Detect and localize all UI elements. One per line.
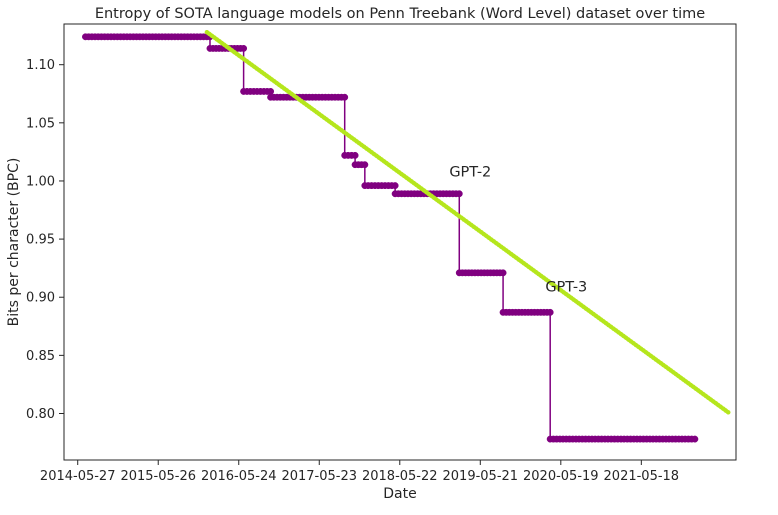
x-tick-label: 2014-05-27: [40, 469, 116, 484]
x-axis-label: Date: [383, 486, 416, 502]
x-tick-label: 2019-05-21: [443, 469, 519, 484]
bpc-point: [455, 190, 463, 198]
y-tick-label: 0.85: [26, 349, 55, 364]
bpc-point: [341, 93, 349, 101]
x-tick-label: 2020-05-19: [523, 469, 599, 484]
bpc-point: [546, 308, 554, 316]
plot-frame: [63, 23, 737, 461]
y-tick-label: 0.90: [26, 291, 55, 306]
y-tick-label: 1.00: [26, 174, 55, 189]
y-axis-label: Bits per character (BPC): [6, 158, 22, 327]
bpc-point: [240, 44, 248, 52]
bpc-point: [499, 269, 507, 277]
x-tick-label: 2016-05-24: [201, 469, 277, 484]
x-tick-label: 2018-05-22: [362, 469, 438, 484]
y-tick-label: 0.95: [26, 233, 55, 248]
chart-title: Entropy of SOTA language models on Penn …: [95, 6, 705, 22]
trend-point: [726, 410, 731, 415]
bpc-point: [691, 435, 699, 443]
bpc-point: [351, 151, 359, 159]
bpc-point: [361, 161, 369, 169]
bpc-point: [391, 182, 399, 190]
y-tick-label: 0.80: [26, 407, 55, 422]
x-tick-label: 2017-05-23: [281, 469, 357, 484]
y-tick-label: 1.05: [26, 116, 55, 131]
annotation-gpt-2: GPT-2: [449, 164, 491, 180]
annotation-gpt-3: GPT-3: [545, 279, 587, 295]
x-tick-label: 2015-05-26: [120, 469, 196, 484]
bpc-step-line: [85, 36, 695, 440]
bpc-point: [267, 87, 275, 95]
y-tick-label: 1.10: [26, 58, 55, 73]
x-tick-label: 2021-05-18: [604, 469, 680, 484]
